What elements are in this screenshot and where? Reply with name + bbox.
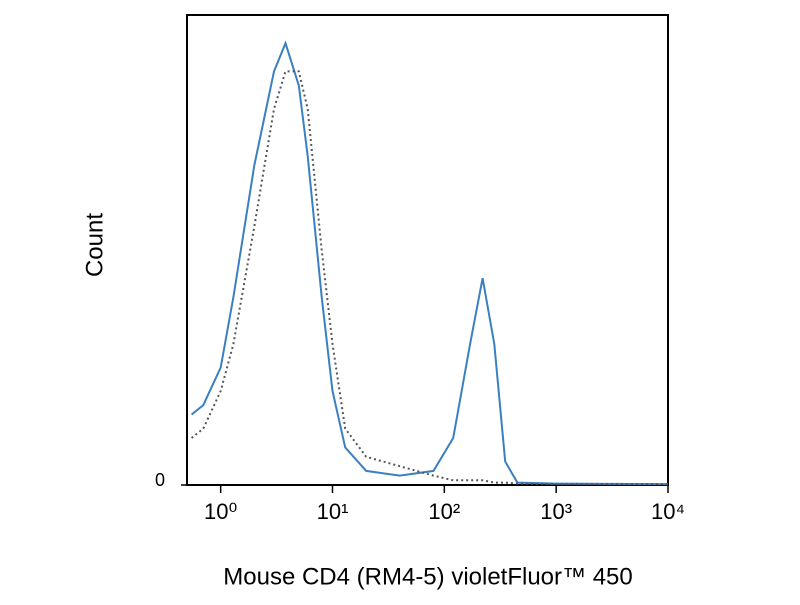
- x-tick-label: 10¹: [317, 499, 349, 524]
- x-tick-label: 10³: [540, 499, 572, 524]
- x-tick-label: 10²: [428, 499, 460, 524]
- x-axis-label: Mouse CD4 (RM4-5) violetFluor™ 450: [223, 563, 632, 590]
- series-line: [190, 70, 668, 486]
- series-line: [190, 40, 669, 486]
- x-tick-label: 10⁰: [204, 499, 237, 524]
- x-tick-label: 10⁴: [651, 499, 685, 524]
- y-tick-label: 0: [155, 470, 165, 490]
- plot-frame: [186, 14, 669, 486]
- y-axis-label: Count: [81, 213, 108, 277]
